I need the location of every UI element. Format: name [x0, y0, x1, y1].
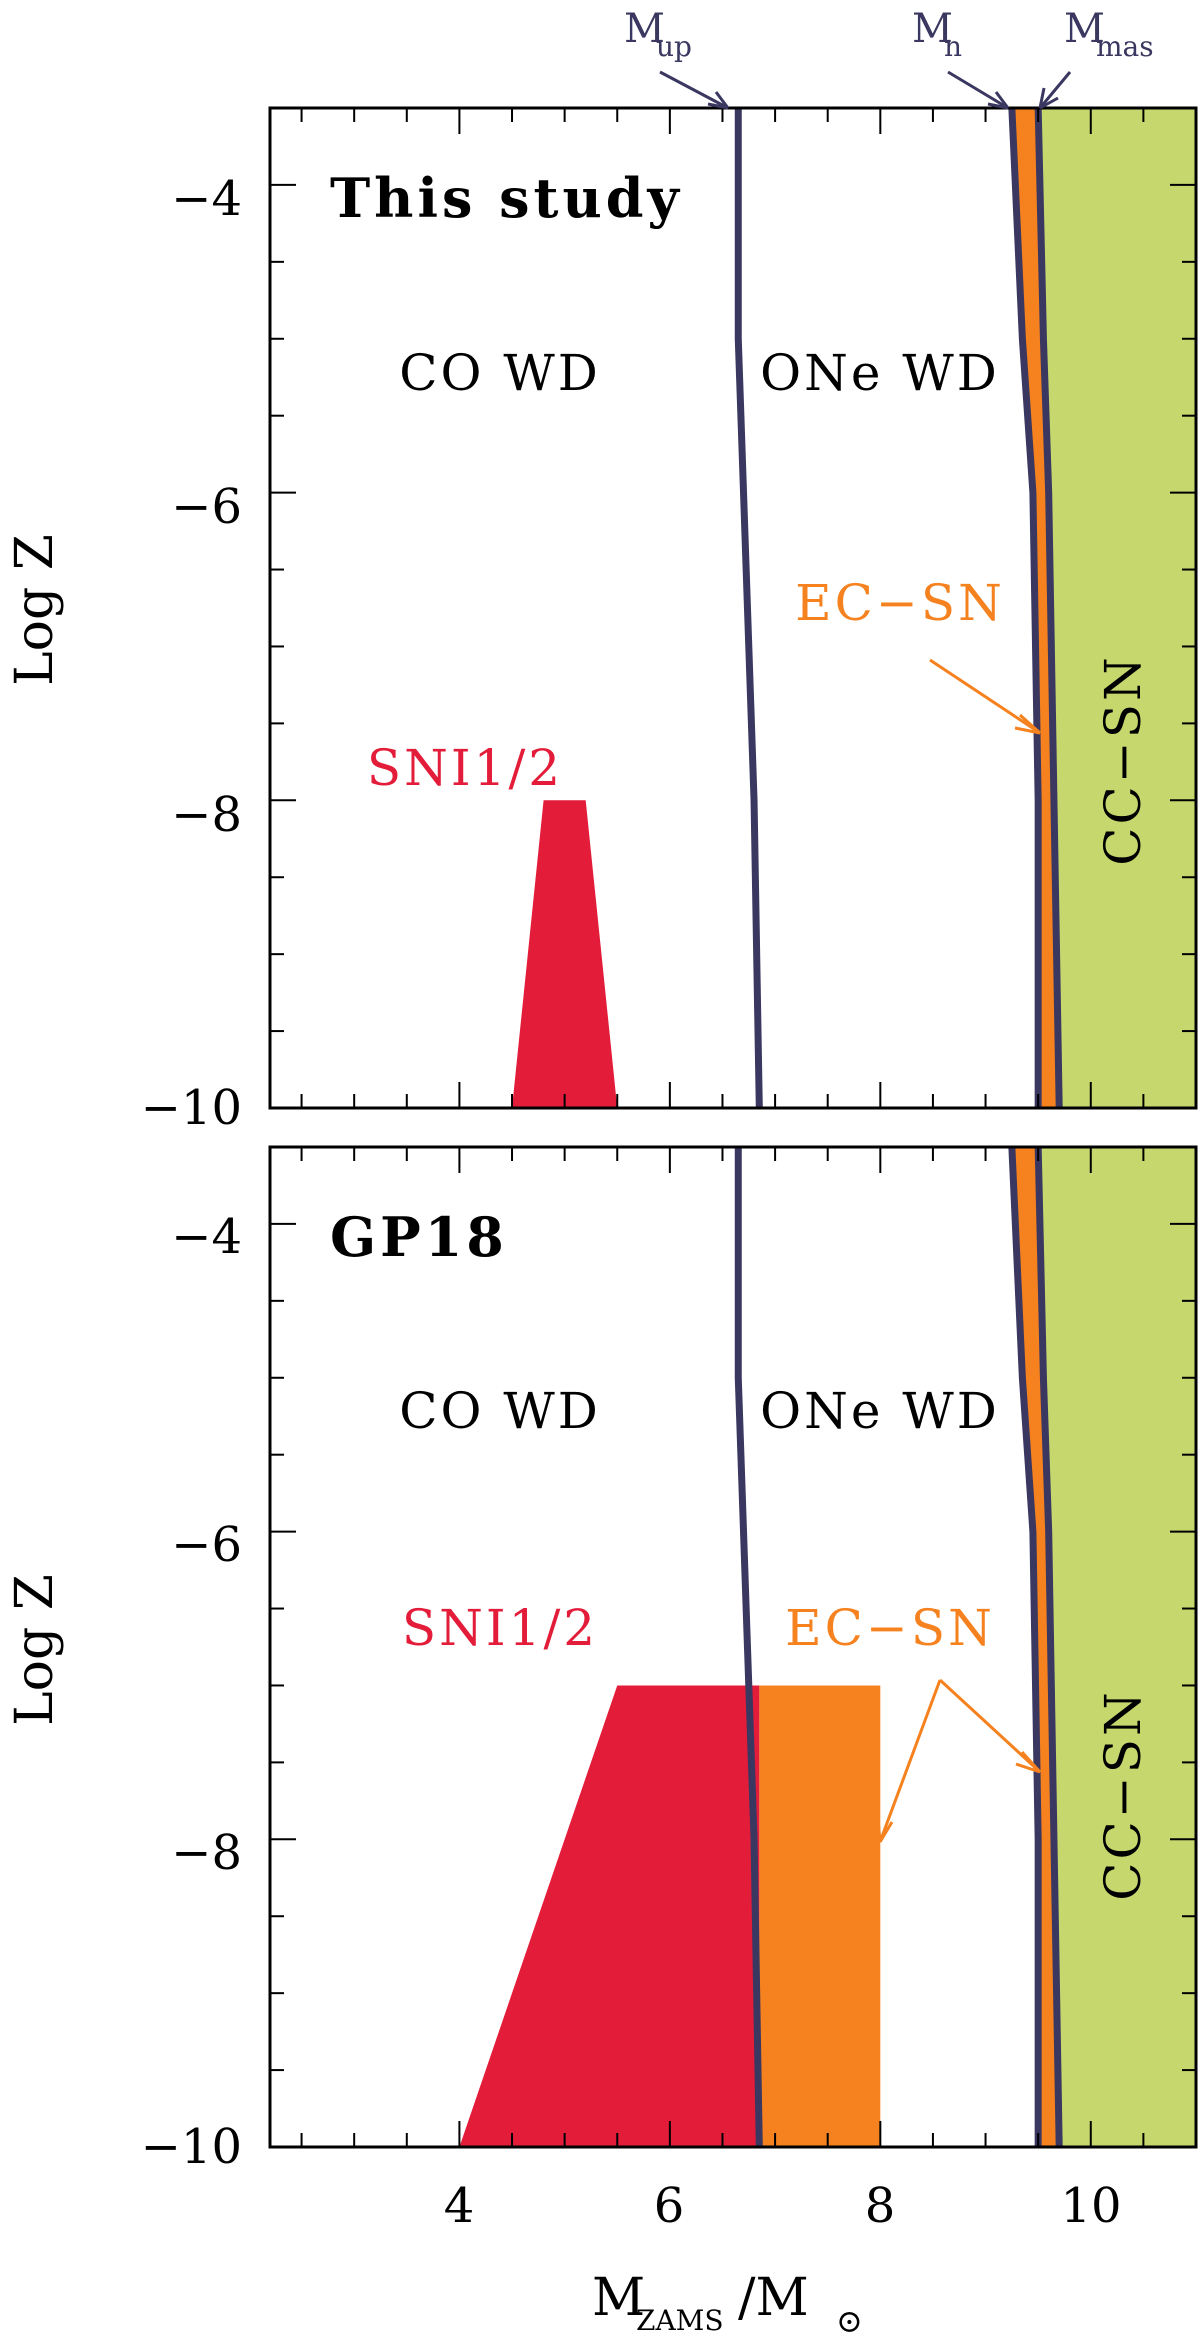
mup-line: [734, 108, 763, 1108]
x-tick-labels: 4 6 8 10: [444, 2178, 1122, 2234]
ccsn-label: CC−SN: [1094, 1689, 1152, 1900]
one-wd-label: ONe WD: [760, 1382, 1000, 1440]
y-tick-marks: [270, 1146, 1196, 2148]
x-tick-label: 6: [654, 2178, 685, 2234]
ccsn-region: [1038, 108, 1196, 1108]
x-tick-marks: [300, 1147, 1145, 2147]
svg-text:up: up: [656, 30, 692, 63]
mn-line: [1008, 1147, 1042, 2147]
x-axis-title: M ZAMS /M ⊙: [592, 2268, 863, 2340]
mn-label: M n: [912, 6, 1010, 110]
y-tick-label: −4: [171, 1209, 242, 1265]
co-wd-label: CO WD: [399, 1382, 601, 1440]
y-tick-label: −6: [171, 479, 242, 535]
sni12-label: SNI1/2: [402, 1599, 598, 1657]
y-tick-marks: [270, 107, 1196, 1109]
svg-text:/M: /M: [738, 2268, 809, 2328]
co-wd-label: CO WD: [399, 344, 601, 402]
ccsn-region: [1038, 1147, 1196, 2147]
ecsn-label: EC−SN: [785, 1599, 995, 1657]
y-tick-label: −8: [171, 787, 242, 843]
y-tick-label: −4: [171, 171, 242, 227]
mup-label: M up: [624, 6, 730, 110]
mmas-line: [1034, 108, 1063, 1108]
y-axis-title: Log Z: [5, 1574, 65, 1726]
x-tick-label: 10: [1060, 2178, 1121, 2234]
panel-title: GP18: [330, 1205, 508, 1269]
panel-gp18: −4 −6 −8 −10 Log Z GP18 CO WD ONe WD SNI…: [5, 1145, 1198, 2340]
ecsn-extra-region: [759, 1685, 881, 2147]
mup-line: [734, 1147, 763, 2147]
ecsn-label: EC−SN: [795, 574, 1005, 632]
y-tick-label: −8: [171, 1825, 242, 1881]
x-tick-marks: [300, 108, 1145, 1108]
ecsn-arrow: [929, 658, 1042, 735]
svg-text:⊙: ⊙: [836, 2302, 863, 2340]
svg-text:ZAMS: ZAMS: [636, 2304, 724, 2337]
x-tick-label: 8: [865, 2178, 896, 2234]
svg-text:M: M: [592, 2268, 645, 2328]
svg-text:M: M: [912, 6, 953, 52]
ecsn-arrows: [876, 1678, 1042, 1843]
x-tick-label: 4: [444, 2178, 475, 2234]
panel-title: This study: [330, 166, 683, 230]
svg-text:M: M: [1064, 6, 1105, 52]
sni12-label: SNI1/2: [367, 739, 563, 797]
mmas-line: [1034, 1147, 1063, 2147]
plot-frame: [268, 106, 1198, 1110]
one-wd-label: ONe WD: [760, 344, 1000, 402]
mmas-label: M mas: [1038, 6, 1154, 110]
svg-text:M: M: [624, 6, 665, 52]
ccsn-label: CC−SN: [1094, 654, 1152, 865]
y-tick-label: −10: [141, 2119, 242, 2175]
y-tick-label: −6: [171, 1517, 242, 1573]
plot-frame: [268, 1145, 1198, 2149]
y-tick-label: −10: [141, 1080, 242, 1136]
sni12-region: [512, 800, 618, 1108]
svg-text:n: n: [944, 30, 962, 63]
panel-this-study: −4 −6 −8 −10 Log Z This study CO WD ONe …: [5, 6, 1198, 1136]
svg-text:mas: mas: [1096, 30, 1154, 63]
mn-line: [1008, 108, 1042, 1108]
sni12-region: [459, 1685, 760, 2147]
y-axis-title: Log Z: [5, 534, 65, 686]
